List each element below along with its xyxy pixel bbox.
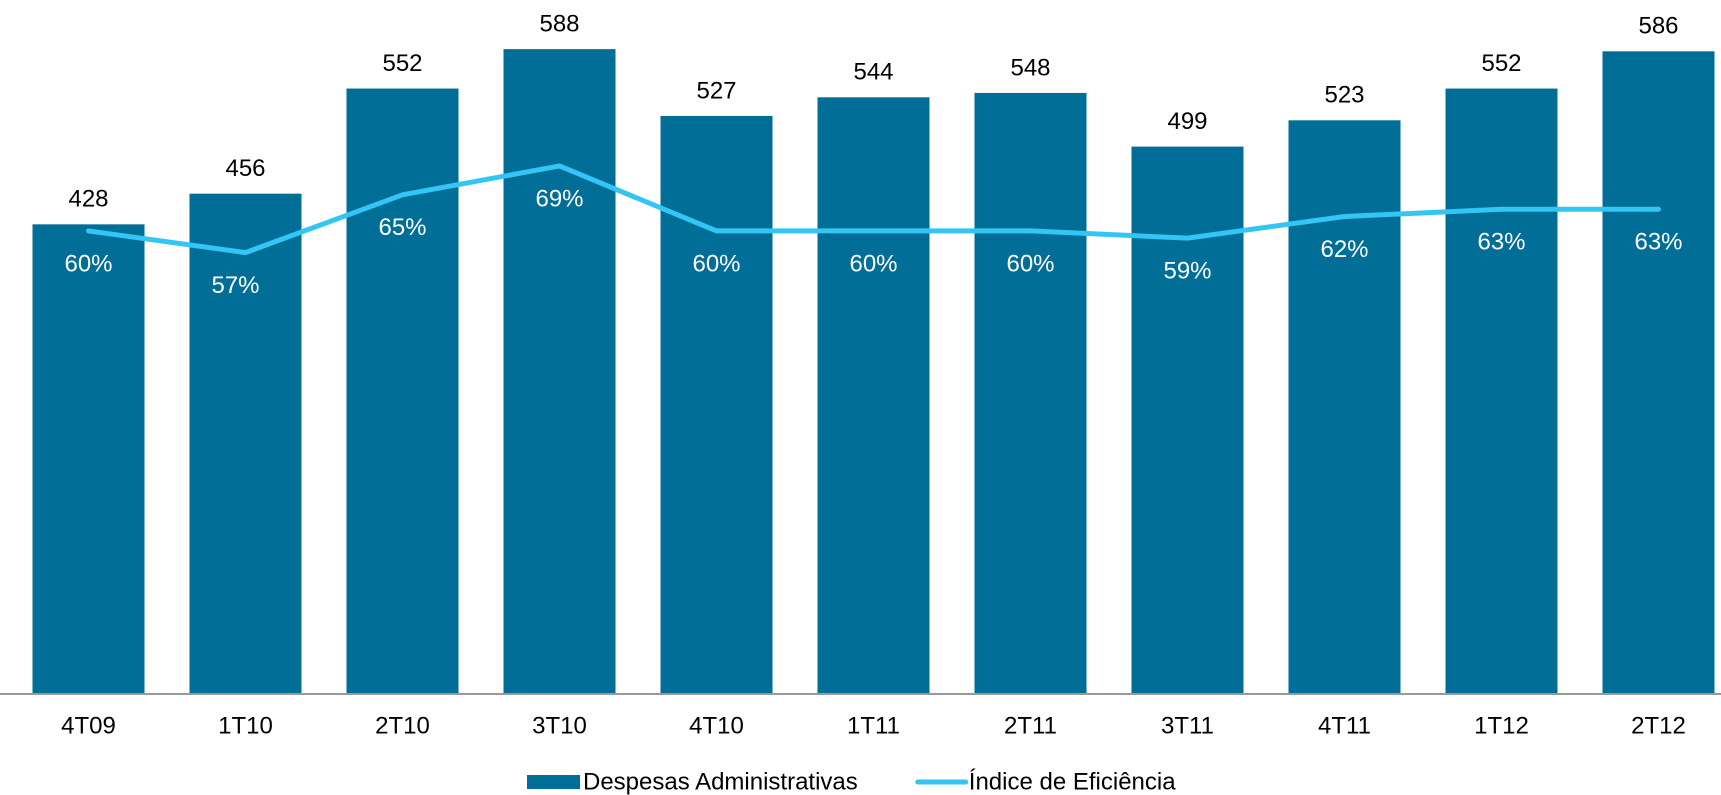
x-tick-label: 2T12 bbox=[1631, 712, 1686, 739]
x-tick-label: 1T11 bbox=[847, 712, 900, 739]
x-tick-label: 3T11 bbox=[1161, 712, 1214, 739]
bar bbox=[817, 97, 930, 693]
bar-value-label: 552 bbox=[382, 50, 422, 77]
line-value-label: 63% bbox=[1477, 229, 1525, 256]
x-tick-label: 3T10 bbox=[532, 712, 587, 739]
bar bbox=[1445, 88, 1558, 693]
bar-value-label: 456 bbox=[225, 155, 265, 182]
line-value-label: 65% bbox=[378, 214, 426, 241]
line-value-label: 59% bbox=[1163, 257, 1211, 284]
bar-value-label: 544 bbox=[853, 59, 893, 86]
bar bbox=[1602, 51, 1715, 693]
x-tick-label: 4T10 bbox=[689, 712, 744, 739]
legend-label: Despesas Administrativas bbox=[583, 768, 858, 795]
x-tick-label: 4T09 bbox=[61, 712, 116, 739]
line-value-label: 69% bbox=[535, 185, 583, 212]
bar bbox=[32, 224, 145, 693]
bar bbox=[1131, 146, 1244, 694]
bar bbox=[1288, 120, 1401, 693]
line-value-label: 60% bbox=[1006, 250, 1054, 277]
line-value-label: 62% bbox=[1320, 236, 1368, 263]
bar-value-label: 523 bbox=[1324, 82, 1364, 109]
bar bbox=[660, 115, 773, 693]
bar-value-label: 586 bbox=[1638, 13, 1678, 40]
x-tick-label: 2T10 bbox=[375, 712, 430, 739]
x-tick-label: 4T11 bbox=[1318, 712, 1371, 739]
bar-value-label: 588 bbox=[539, 10, 579, 37]
line-value-label: 63% bbox=[1634, 229, 1682, 256]
line-value-label: 60% bbox=[692, 250, 740, 277]
x-tick-label: 2T11 bbox=[1004, 712, 1057, 739]
bar bbox=[189, 193, 302, 693]
line-value-label: 60% bbox=[849, 250, 897, 277]
line bbox=[86, 163, 1661, 256]
line-value-label: 60% bbox=[64, 250, 112, 277]
bar bbox=[346, 88, 459, 693]
legend-swatch bbox=[527, 775, 580, 789]
bar-value-label: 552 bbox=[1481, 50, 1521, 77]
bar bbox=[503, 49, 616, 693]
line-value-label: 57% bbox=[211, 272, 259, 299]
bar-value-label: 527 bbox=[696, 77, 736, 104]
bar-value-label: 548 bbox=[1010, 54, 1050, 81]
bar bbox=[974, 92, 1087, 693]
legend-label: Índice de Eficiência bbox=[969, 768, 1176, 795]
bar-value-label: 428 bbox=[68, 186, 108, 213]
x-tick-label: 1T12 bbox=[1474, 712, 1529, 739]
x-tick-label: 1T10 bbox=[218, 712, 273, 739]
bar-value-label: 499 bbox=[1167, 108, 1207, 135]
